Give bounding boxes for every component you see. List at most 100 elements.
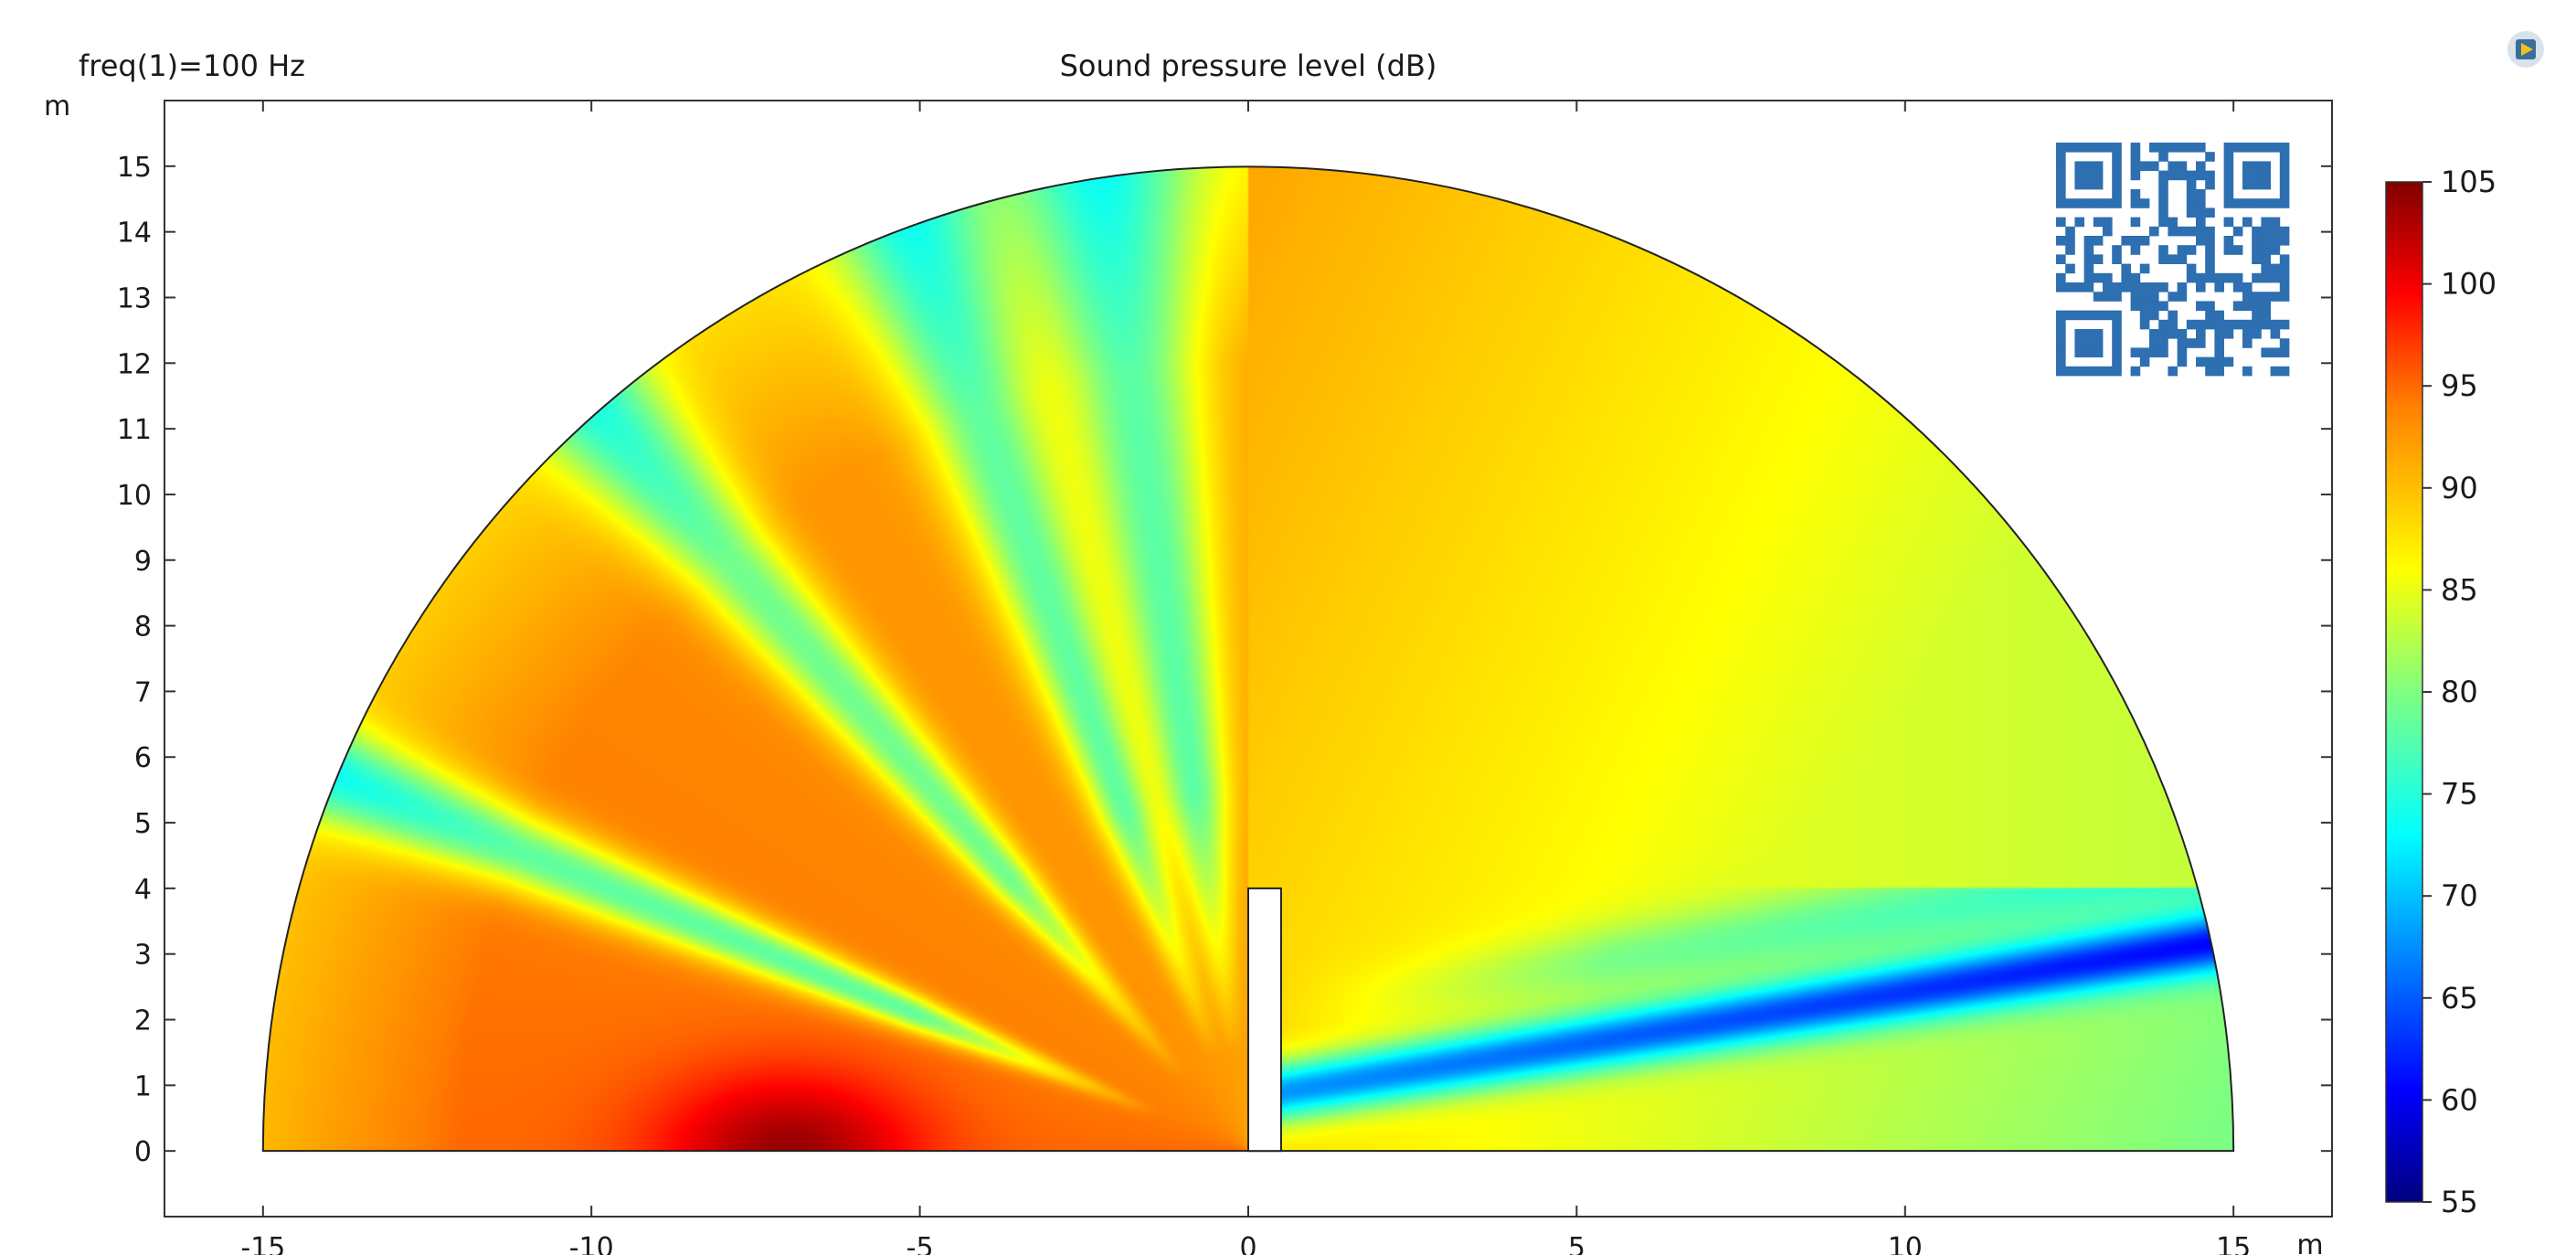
qr-module [2232, 198, 2243, 208]
y-axis-unit: m [44, 90, 70, 122]
qr-module [2186, 319, 2197, 330]
qr-module [2279, 282, 2290, 292]
qr-module [2112, 310, 2122, 321]
qr-module [2261, 226, 2271, 237]
qr-module [2168, 310, 2178, 321]
qr-module [2139, 263, 2150, 274]
qr-module [2130, 282, 2141, 292]
qr-module [2130, 170, 2141, 181]
qr-module [2158, 207, 2168, 218]
qr-module [2112, 329, 2122, 339]
qr-module [2270, 272, 2281, 283]
qr-module [2270, 245, 2281, 255]
qr-module [2121, 272, 2131, 283]
qr-module [2177, 338, 2188, 348]
frequency-label: freq(1)=100 Hz [79, 48, 305, 83]
qr-module [2270, 366, 2281, 377]
qr-module [2242, 292, 2253, 302]
qr-module [2186, 226, 2197, 237]
y-tick-label: 11 [117, 414, 152, 446]
qr-module [2270, 347, 2281, 357]
qr-module [2261, 143, 2271, 153]
qr-module [2158, 338, 2168, 348]
qr-module [2196, 170, 2206, 181]
qr-module [2168, 366, 2178, 377]
qr-module [2261, 254, 2271, 264]
qr-module [2196, 338, 2206, 348]
qr-module [2158, 254, 2168, 264]
qr-module [2112, 282, 2122, 292]
qr-module [2093, 310, 2104, 321]
qr-module [2074, 179, 2084, 190]
qr-module [2056, 272, 2066, 283]
qr-module [2242, 301, 2253, 311]
qr-module [2158, 282, 2168, 292]
qr-module [2177, 292, 2188, 302]
qr-module [2083, 161, 2094, 171]
qr-module [2279, 226, 2290, 237]
qr-module [2223, 170, 2234, 181]
qr-module [2056, 366, 2066, 377]
qr-module [2149, 292, 2159, 302]
qr-module [2093, 198, 2104, 208]
qr-module [2279, 161, 2290, 171]
qr-module [2261, 245, 2271, 255]
qr-module [2196, 282, 2206, 292]
y-tick-label: 14 [117, 218, 152, 250]
y-tick-label: 1 [134, 1070, 152, 1102]
qr-module [2223, 319, 2234, 330]
qr-module [2261, 263, 2271, 274]
y-tick-label: 8 [134, 612, 152, 643]
qr-module [2083, 366, 2094, 377]
qr-module [2232, 226, 2243, 237]
qr-module [2083, 245, 2094, 255]
colorbar-tick-label: 75 [2441, 777, 2478, 812]
qr-module [2139, 236, 2150, 246]
qr-module [2186, 143, 2197, 153]
qr-module [2112, 319, 2122, 330]
y-tick-label: 4 [134, 874, 152, 906]
qr-module [2214, 338, 2224, 348]
qr-module [2214, 366, 2224, 377]
qr-module [2139, 198, 2150, 208]
qr-module [2056, 189, 2066, 199]
qr-module [2139, 292, 2150, 302]
qr-module [2232, 319, 2243, 330]
qr-module [2196, 226, 2206, 237]
qr-module [2130, 292, 2141, 302]
qr-module [2149, 347, 2159, 357]
qr-module [2270, 198, 2281, 208]
qr-module [2158, 217, 2168, 228]
qr-module [2149, 143, 2159, 153]
qr-module [2205, 272, 2215, 283]
qr-module [2103, 198, 2113, 208]
qr-module [2196, 217, 2206, 228]
qr-module [2158, 143, 2168, 153]
qr-module [2205, 226, 2215, 237]
qr-module [2205, 152, 2215, 162]
qr-module [2242, 170, 2253, 181]
qr-module [2074, 170, 2084, 181]
qr-module [2279, 272, 2290, 283]
y-tick-label: 5 [134, 808, 152, 840]
qr-module [2139, 347, 2150, 357]
qr-module [2083, 170, 2094, 181]
qr-module [2223, 236, 2234, 246]
qr-module [2242, 217, 2253, 228]
qr-module [2065, 226, 2075, 237]
qr-module [2074, 217, 2084, 228]
qr-module [2093, 161, 2104, 171]
qr-module [2279, 189, 2290, 199]
qr-module [2112, 245, 2122, 255]
qr-module [2112, 347, 2122, 357]
qr-module [2093, 217, 2104, 228]
qr-module [2093, 272, 2104, 283]
qr-module [2093, 170, 2104, 181]
qr-module [2168, 292, 2178, 302]
qr-module [2196, 329, 2206, 339]
qr-module [2083, 347, 2094, 357]
qr-module [2168, 161, 2178, 171]
qr-module [2186, 263, 2197, 274]
qr-module [2065, 143, 2075, 153]
qr-module [2214, 310, 2224, 321]
